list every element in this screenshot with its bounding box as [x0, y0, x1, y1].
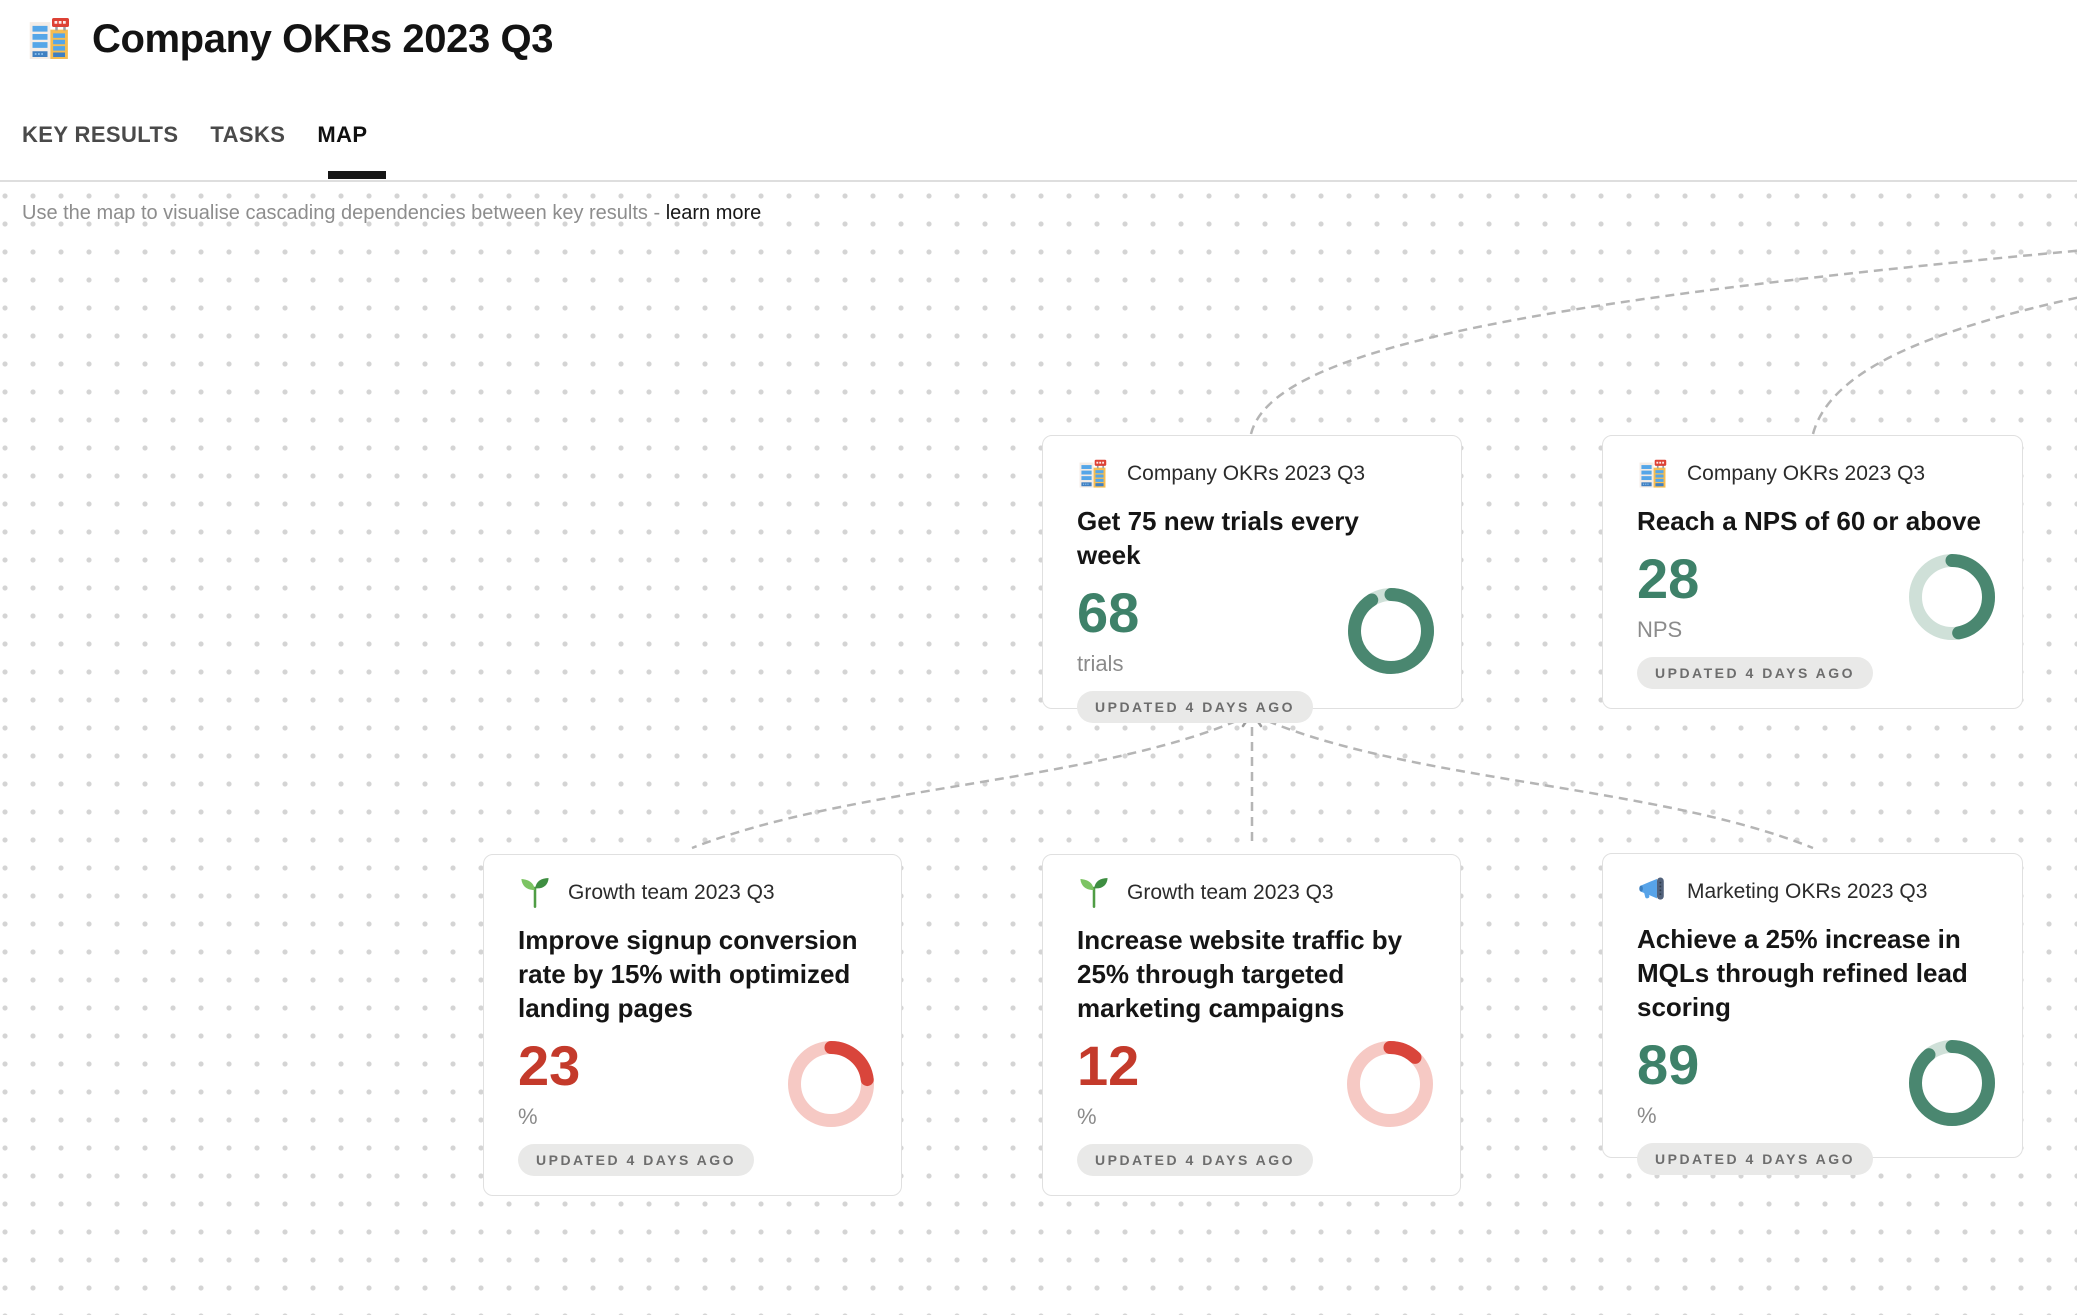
- progress-donut: [788, 1040, 874, 1127]
- connector-card0-card4: [1253, 713, 1814, 850]
- map-hint-text: Use the map to visualise cascading depen…: [22, 202, 661, 224]
- seedling-icon: [518, 876, 552, 910]
- kr-card[interactable]: Growth team 2023 Q3 Improve signup conve…: [483, 854, 902, 1196]
- connector-parent-card1: [1811, 296, 2077, 435]
- kr-unit: trials: [1077, 650, 1124, 676]
- office-building-icon: [26, 14, 76, 64]
- kr-unit: %: [1637, 1102, 1657, 1128]
- seedling-icon: [1077, 876, 1111, 910]
- okr-map-canvas[interactable]: Use the map to visualise cascading depen…: [0, 182, 2077, 1315]
- kr-unit: %: [518, 1103, 538, 1129]
- kr-group-label: Marketing OKRs 2023 Q3: [1687, 880, 1928, 903]
- tab-map[interactable]: MAP: [317, 122, 368, 147]
- kr-value: 12: [1077, 1033, 1140, 1097]
- kr-card[interactable]: Company OKRs 2023 Q3 Reach a NPS of 60 o…: [1602, 435, 2023, 709]
- kr-title: Get 75 new trials every week: [1077, 506, 1359, 570]
- kr-group-label: Company OKRs 2023 Q3: [1127, 462, 1366, 485]
- progress-donut: [1347, 1040, 1433, 1127]
- kr-title: Improve signup conversion rate by 15% wi…: [518, 925, 858, 1023]
- office-building-icon: [1077, 457, 1111, 491]
- kr-value: 28: [1637, 546, 1700, 610]
- kr-group-label: Growth team 2023 Q3: [1127, 881, 1334, 904]
- tab-tasks[interactable]: TASKS: [210, 122, 286, 147]
- kr-value: 68: [1077, 580, 1140, 644]
- office-building-icon: [1637, 457, 1671, 491]
- kr-card[interactable]: Marketing OKRs 2023 Q3 Achieve a 25% inc…: [1602, 853, 2023, 1175]
- kr-group-label: Growth team 2023 Q3: [568, 881, 775, 904]
- kr-title: Achieve a 25% increase in MQLs through r…: [1637, 924, 1968, 1022]
- updated-badge: UPDATED 4 DAYS AGO: [518, 1144, 755, 1176]
- connector-parent-card0: [1249, 249, 2077, 435]
- progress-donut: [1348, 587, 1434, 674]
- kr-title: Reach a NPS of 60 or above: [1637, 506, 1981, 536]
- kr-card[interactable]: Growth team 2023 Q3 Increase website tra…: [1042, 854, 1461, 1196]
- updated-badge: UPDATED 4 DAYS AGO: [1077, 1144, 1314, 1176]
- active-tab-underline: [328, 171, 386, 179]
- kr-unit: NPS: [1637, 616, 1683, 642]
- connector-card0-card2: [691, 713, 1251, 850]
- kr-unit: %: [1077, 1103, 1097, 1129]
- kr-group-label: Company OKRs 2023 Q3: [1687, 462, 1926, 485]
- tab-key-results[interactable]: KEY RESULTS: [22, 122, 179, 147]
- kr-card[interactable]: Company OKRs 2023 Q3 Get 75 new trials e…: [1042, 435, 1462, 723]
- tabbar-divider: [0, 180, 2077, 182]
- progress-donut: [1909, 1039, 1995, 1126]
- page-header: Company OKRs 2023 Q3: [26, 14, 553, 64]
- map-hint: Use the map to visualise cascading depen…: [22, 202, 761, 225]
- kr-title: Increase website traffic by 25% through …: [1077, 925, 1403, 1023]
- tab-bar: KEY RESULTS TASKS MAP: [22, 122, 367, 148]
- updated-badge: UPDATED 4 DAYS AGO: [1637, 1143, 1874, 1175]
- progress-donut: [1909, 553, 1995, 640]
- learn-more-link[interactable]: learn more: [665, 202, 762, 224]
- megaphone-icon: [1637, 875, 1671, 909]
- updated-badge: UPDATED 4 DAYS AGO: [1637, 657, 1874, 689]
- updated-badge: UPDATED 4 DAYS AGO: [1077, 691, 1314, 723]
- page-title: Company OKRs 2023 Q3: [92, 16, 554, 61]
- kr-value: 23: [518, 1033, 581, 1097]
- kr-value: 89: [1637, 1032, 1700, 1096]
